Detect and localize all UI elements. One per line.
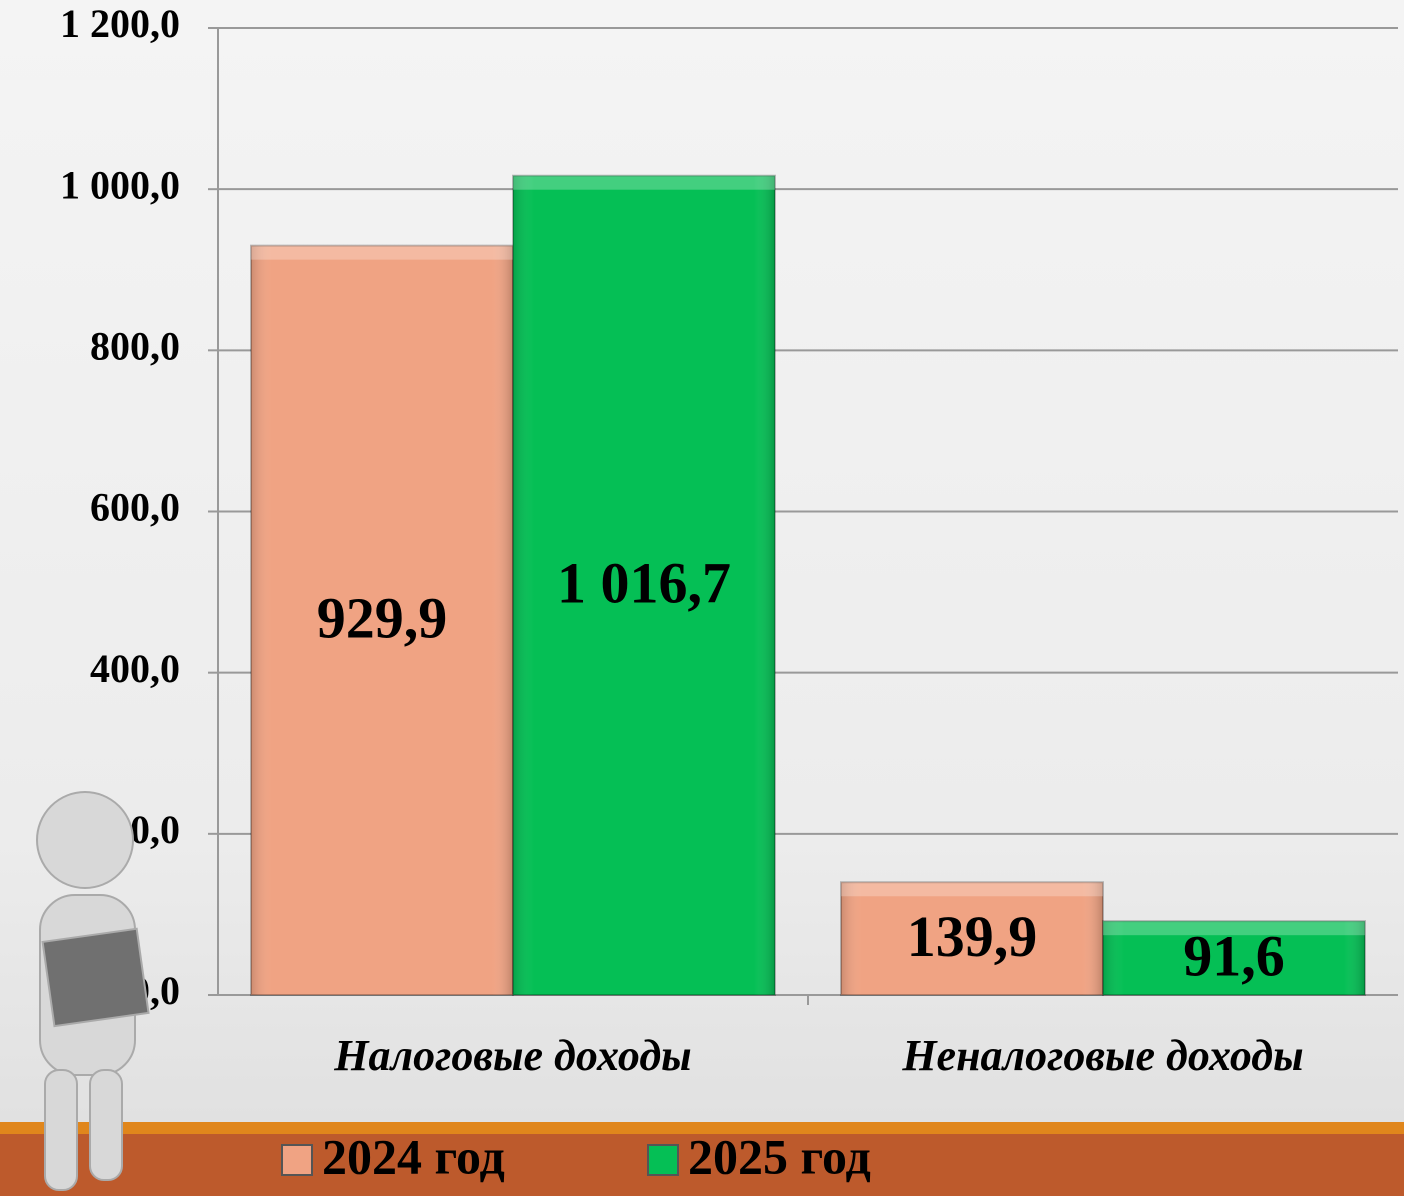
value-label: 1 016,7 xyxy=(557,551,731,616)
bar-shade xyxy=(1103,921,1365,995)
bar-bevel xyxy=(841,882,1103,897)
bar-shade xyxy=(513,175,775,996)
x-tick-label: Налоговые доходы xyxy=(333,1031,691,1080)
y-tick-label: 1 000,0 xyxy=(60,162,180,207)
legend-swatch xyxy=(281,1144,313,1176)
y-tick-label: 400,0 xyxy=(90,646,180,691)
bar-bevel xyxy=(251,245,513,260)
value-label: 91,6 xyxy=(1183,923,1285,988)
legend-label: 2024 год xyxy=(322,1128,505,1184)
y-tick-label: 1 200,0 xyxy=(60,1,180,46)
bar-bevel xyxy=(513,175,775,190)
y-tick-label: 600,0 xyxy=(90,485,180,530)
legend-swatch xyxy=(647,1144,679,1176)
bar-bevel xyxy=(1103,921,1365,936)
y-tick-label: 800,0 xyxy=(90,324,180,369)
footer-stripe xyxy=(0,1122,1404,1134)
bar-shade xyxy=(841,882,1103,995)
footer-band xyxy=(0,1122,1404,1196)
x-tick-label: Неналоговые доходы xyxy=(901,1031,1303,1080)
value-label: 139,9 xyxy=(907,904,1038,969)
value-label: 929,9 xyxy=(317,586,448,651)
bar-shade xyxy=(251,245,513,995)
legend-label: 2025 год xyxy=(688,1128,871,1184)
figure-decoration xyxy=(36,791,150,1191)
